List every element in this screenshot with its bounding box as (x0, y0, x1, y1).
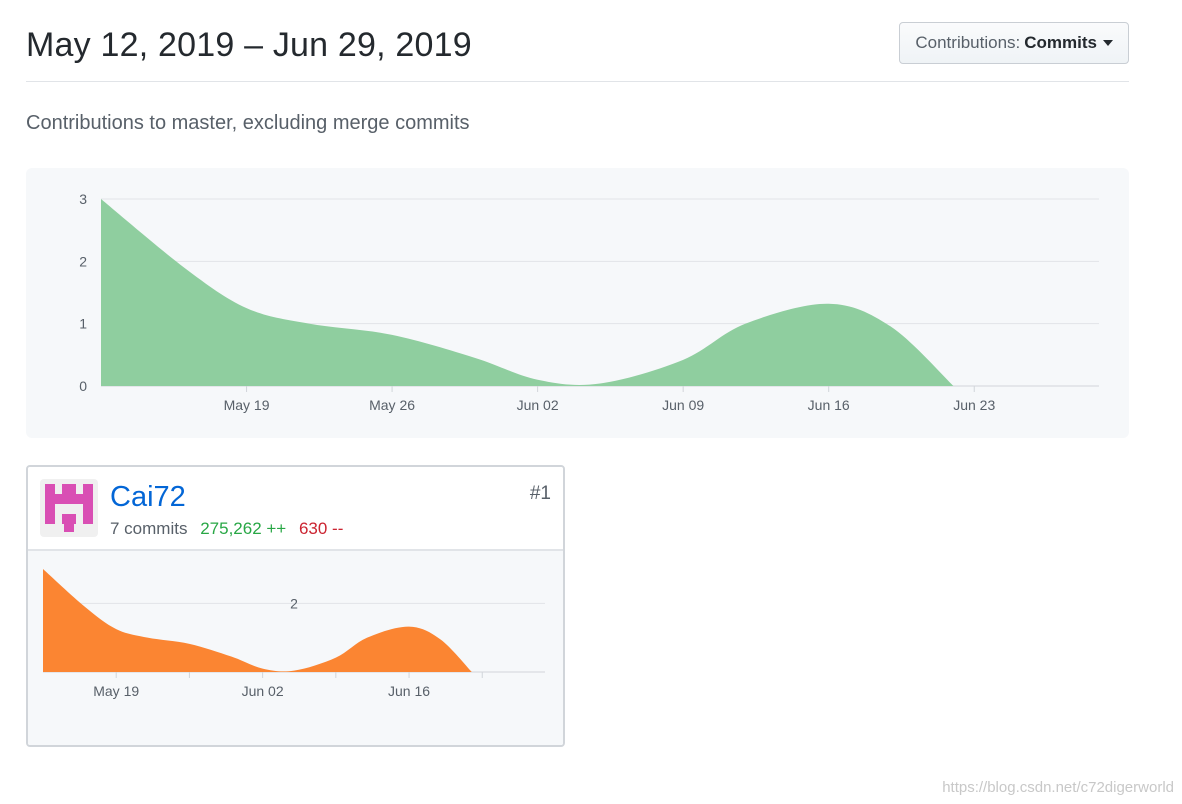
y-tick-label: 3 (79, 191, 87, 207)
x-tick-label: Jun 09 (662, 397, 704, 413)
contributions-dropdown-button[interactable]: Contributions: Commits (899, 22, 1129, 64)
avatar[interactable] (40, 479, 98, 537)
y-tick-label: 1 (79, 316, 87, 332)
contributions-label: Contributions: (915, 33, 1021, 52)
x-tick-label: Jun 02 (242, 683, 284, 699)
identicon-cell (45, 504, 55, 514)
contributor-commits-graph-svg: 2 May 19 Jun 02 Jun 16 (43, 569, 545, 699)
watermark: https://blog.csdn.net/c72digerworld (942, 779, 1174, 796)
y-tick-label: 0 (79, 378, 87, 394)
contributions-selected-value: Commits (1024, 33, 1097, 52)
graph-subtitle: Contributions to master, excluding merge… (26, 112, 470, 134)
commits-area (43, 569, 472, 672)
commits-graph-svg: 0 1 2 3 May 19 May 26 Jun 02 Jun 09 Jun 16 Jun 23 (79, 191, 1099, 413)
page-header: May 12, 2019 – Jun 29, 2019 Contribution… (26, 18, 1129, 82)
x-tick-label: Jun 02 (517, 397, 559, 413)
y-tick-label: 2 (290, 595, 298, 611)
identicon-cell (83, 514, 93, 524)
identicon-icon (45, 484, 93, 532)
date-range-title: May 12, 2019 – Jun 29, 2019 (26, 26, 472, 64)
identicon-cell (45, 514, 55, 524)
x-tick-label: Jun 16 (808, 397, 850, 413)
identicon-cell (83, 484, 93, 494)
contributor-rank: #1 (529, 483, 551, 504)
contributor-username-link[interactable]: Cai72 (110, 481, 186, 513)
contributor-commits-graph: 2 May 19 Jun 02 Jun 16 (28, 551, 563, 745)
additions-count: 275,262 ++ (200, 519, 287, 538)
commit-count: 7 commits (110, 519, 188, 538)
caret-down-icon (1103, 40, 1113, 46)
identicon-cell (62, 514, 76, 524)
x-tick-label: Jun 23 (953, 397, 995, 413)
x-tick-label: May 19 (93, 683, 139, 699)
identicon-cell (62, 484, 76, 494)
identicon-cell (83, 504, 93, 514)
identicon-cell (64, 524, 74, 532)
x-tick-label: May 26 (369, 397, 415, 413)
contributor-stats: 7 commits 275,262 ++ 630 -- (110, 519, 343, 539)
x-tick-label: May 19 (224, 397, 270, 413)
contributor-card-header: Cai72 #1 7 commits 275,262 ++ 630 -- (28, 467, 563, 551)
x-tick-label: Jun 16 (388, 683, 430, 699)
deletions-count: 630 -- (298, 519, 344, 538)
y-tick-label: 2 (79, 253, 87, 269)
identicon-cell (45, 494, 93, 504)
contributor-card: Cai72 #1 7 commits 275,262 ++ 630 -- 2 Ma… (26, 465, 565, 747)
commits-graph: 0 1 2 3 May 19 May 26 Jun 02 Jun 09 Jun 16 Jun 23 (26, 168, 1129, 438)
commits-area (101, 199, 954, 386)
identicon-cell (45, 484, 55, 494)
